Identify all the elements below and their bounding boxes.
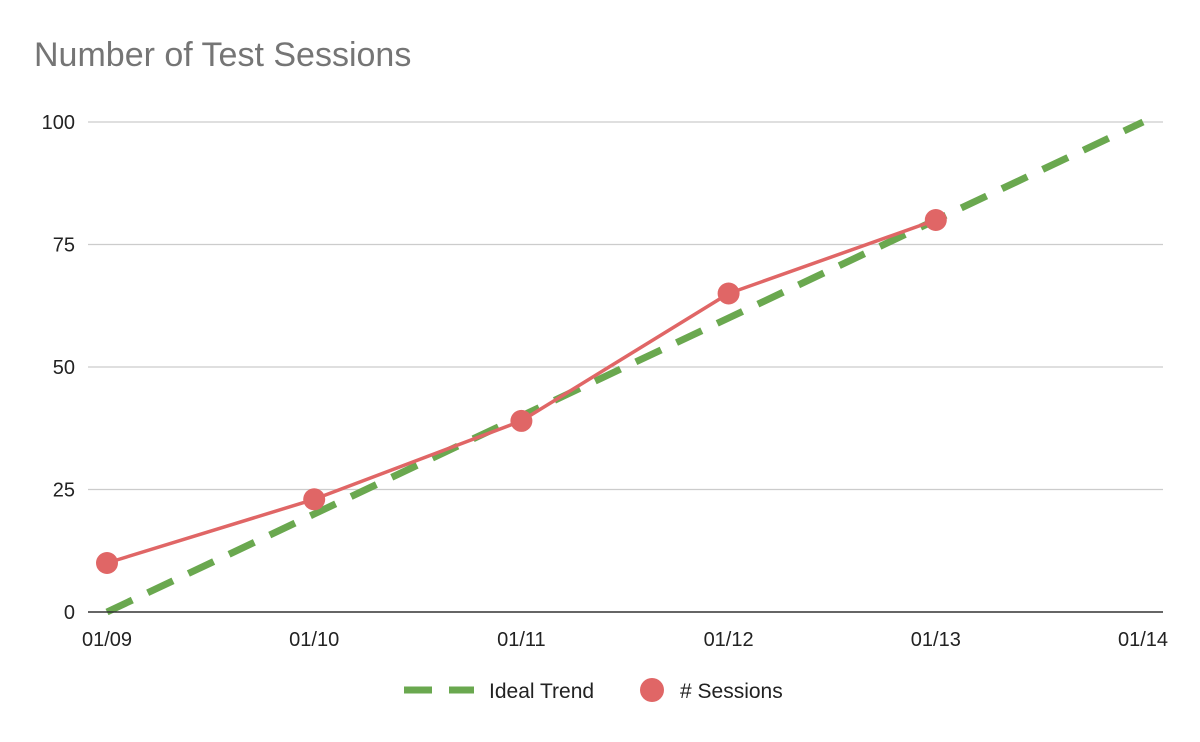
series-layer — [96, 118, 1145, 616]
x-tick-label: 01/11 — [497, 629, 546, 651]
data-point-sessions — [96, 552, 118, 574]
legend-sessions-label: # Sessions — [680, 680, 783, 703]
x-axis-tick-labels: 01/09 01/10 01/11 01/12 01/13 01/14 — [82, 629, 1168, 651]
gridlines — [88, 121, 1163, 491]
x-tick-label: 01/14 — [1118, 629, 1168, 651]
series-line-ideal-trend — [105, 118, 1145, 616]
data-point-sessions — [717, 282, 740, 305]
x-tick-label: 01/12 — [704, 629, 754, 651]
y-tick-label: 50 — [53, 357, 75, 379]
legend-sessions-swatch — [640, 678, 664, 702]
data-point-sessions — [303, 488, 326, 511]
data-point-sessions — [924, 209, 947, 231]
x-tick-label: 01/10 — [289, 629, 339, 651]
series-line-sessions — [106, 218, 937, 565]
y-tick-label: 0 — [64, 602, 75, 624]
data-point-sessions — [510, 409, 533, 432]
y-tick-label: 75 — [53, 235, 75, 257]
chart-title: Number of Test Sessions — [34, 36, 412, 74]
x-tick-label: 01/09 — [82, 629, 132, 651]
x-tick-label: 01/13 — [911, 629, 961, 651]
legend: Ideal Trend # Sessions — [404, 678, 783, 703]
y-tick-label: 25 — [53, 480, 75, 502]
y-axis-tick-labels: 0 25 50 75 100 — [42, 112, 75, 624]
legend-ideal-trend-label: Ideal Trend — [489, 680, 594, 703]
y-tick-label: 100 — [42, 112, 75, 134]
